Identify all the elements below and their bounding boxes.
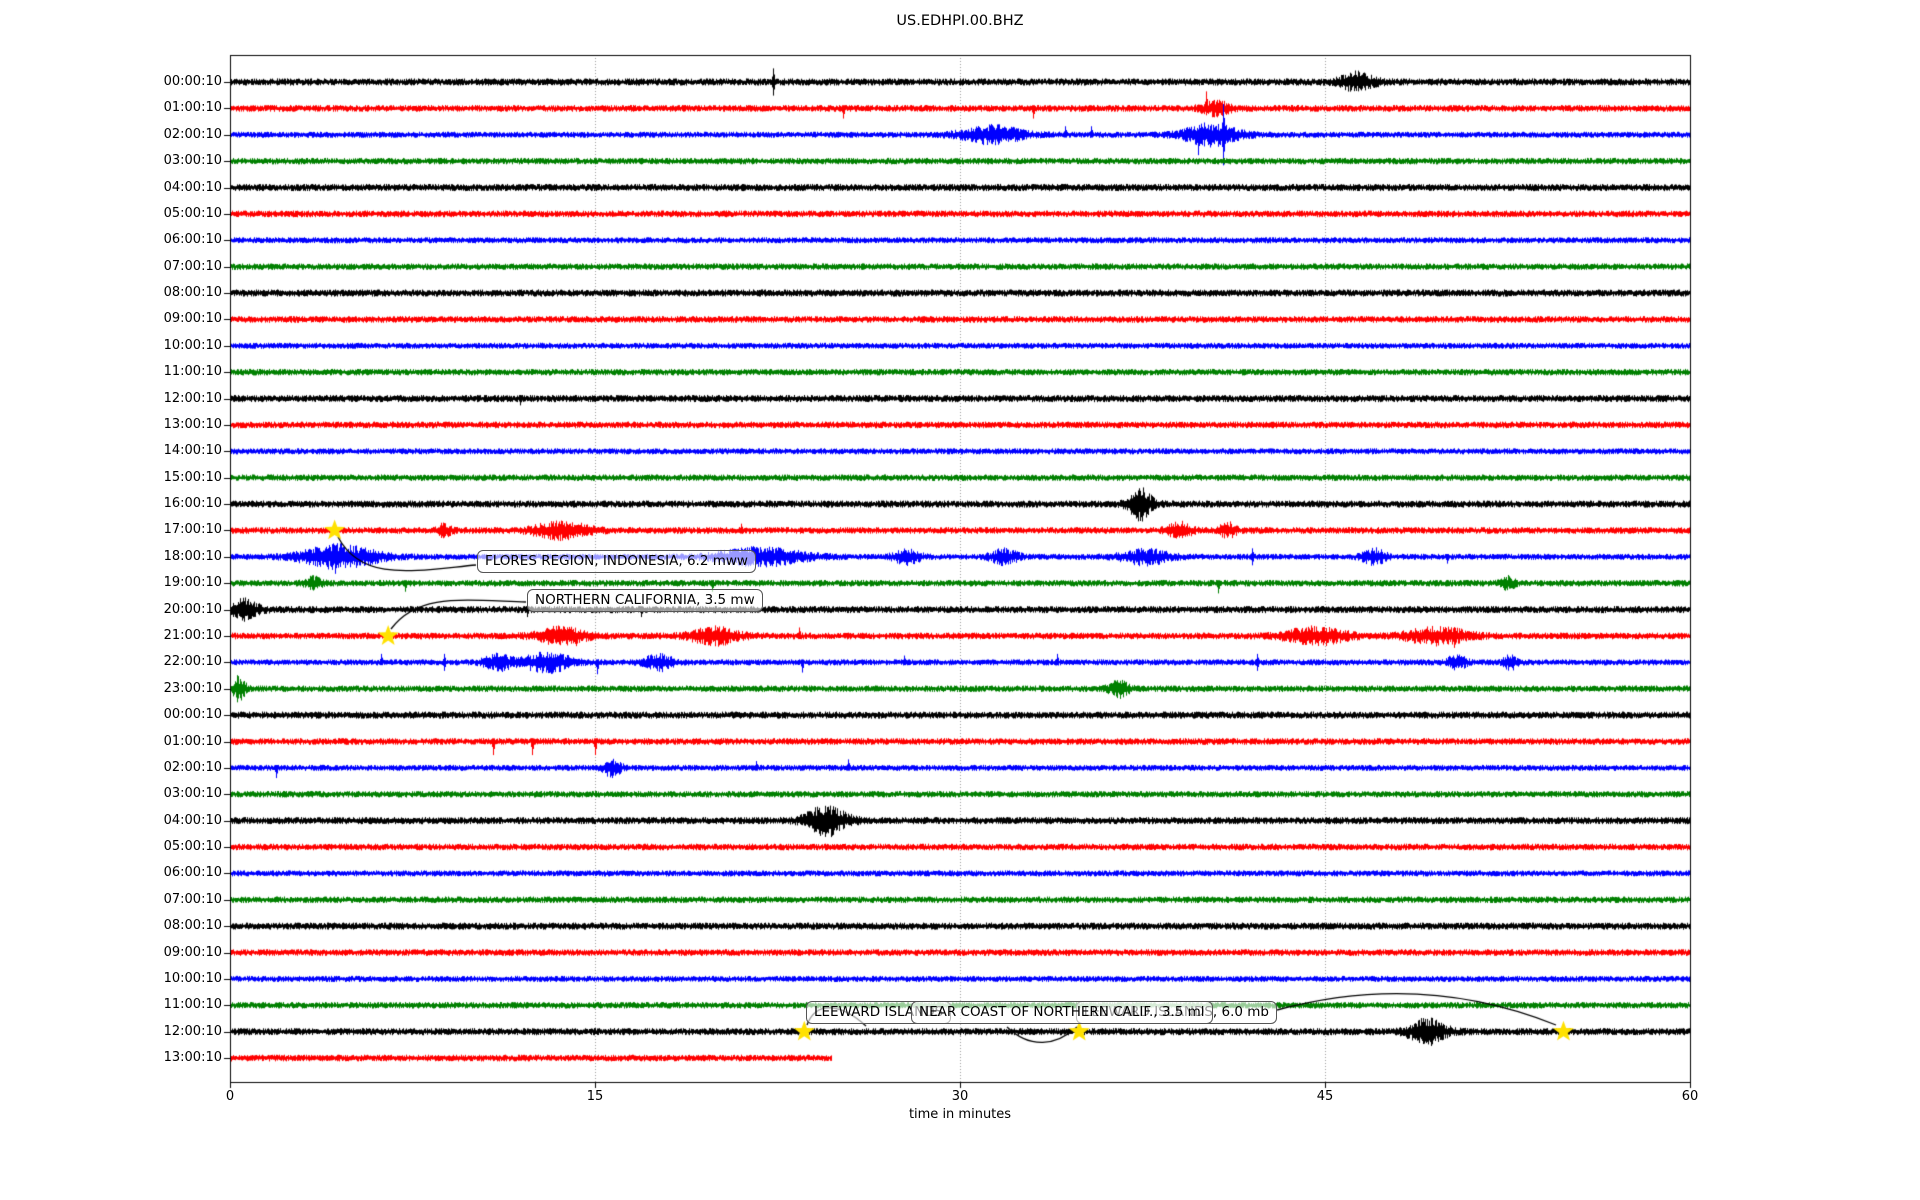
y-tick-label: 09:00:10 xyxy=(163,311,222,327)
y-tick-label: 10:00:10 xyxy=(163,337,222,353)
y-tick-label: 07:00:10 xyxy=(163,258,222,274)
y-tick-label: 08:00:10 xyxy=(163,918,222,934)
y-tick-label: 05:00:10 xyxy=(163,205,222,221)
y-tick-label: 13:00:10 xyxy=(163,1050,222,1066)
y-tick-label: 04:00:10 xyxy=(163,812,222,828)
x-tick-label: 30 xyxy=(951,1089,969,1104)
event-label-near-coast-northern-calif: NEAR COAST OF NORTHERN CALIF., 3.5 ml xyxy=(911,1001,1213,1024)
y-tick-label: 10:00:10 xyxy=(163,970,222,986)
y-tick-label: 02:00:10 xyxy=(163,126,222,142)
event-label-flores-region: FLORES REGION, INDONESIA, 6.2 mww xyxy=(477,550,756,573)
y-tick-label: 16:00:10 xyxy=(163,496,222,512)
x-tick-label: 60 xyxy=(1681,1089,1699,1104)
y-tick-label: 20:00:10 xyxy=(163,601,222,617)
y-tick-label: 03:00:10 xyxy=(163,786,222,802)
y-tick-label: 03:00:10 xyxy=(163,153,222,169)
y-tick-label: 01:00:10 xyxy=(163,733,222,749)
y-tick-label: 19:00:10 xyxy=(163,575,222,591)
event-label-northern-california: NORTHERN CALIFORNIA, 3.5 mw xyxy=(527,589,763,612)
y-tick-label: 00:00:10 xyxy=(163,707,222,723)
chart-title: US.EDHPI.00.BHZ xyxy=(896,13,1024,29)
y-tick-label: 22:00:10 xyxy=(163,654,222,670)
y-tick-label: 00:00:10 xyxy=(163,74,222,89)
y-tick-label: 11:00:10 xyxy=(163,997,222,1013)
y-tick-label: 09:00:10 xyxy=(163,944,222,960)
x-tick-label: 45 xyxy=(1316,1089,1334,1104)
x-tick-label: 15 xyxy=(586,1089,604,1104)
y-tick-label: 04:00:10 xyxy=(163,179,222,195)
y-tick-label: 07:00:10 xyxy=(163,891,222,907)
y-tick-label: 06:00:10 xyxy=(163,865,222,881)
x-axis-title: time in minutes xyxy=(908,1107,1012,1122)
y-tick-label: 11:00:10 xyxy=(163,364,222,380)
y-tick-label: 08:00:10 xyxy=(163,285,222,301)
y-tick-label: 02:00:10 xyxy=(163,759,222,775)
y-tick-label: 05:00:10 xyxy=(163,839,222,855)
y-tick-label: 06:00:10 xyxy=(163,232,222,248)
y-tick-label: 15:00:10 xyxy=(163,469,222,485)
y-tick-label: 01:00:10 xyxy=(163,100,222,116)
y-tick-label: 13:00:10 xyxy=(163,416,222,432)
y-tick-label: 21:00:10 xyxy=(163,627,222,643)
y-tick-label: 12:00:10 xyxy=(163,1023,222,1039)
y-tick-label: 18:00:10 xyxy=(163,548,222,564)
y-tick-label: 14:00:10 xyxy=(163,443,222,459)
y-tick-label: 17:00:10 xyxy=(163,522,222,538)
y-tick-label: 12:00:10 xyxy=(163,390,222,406)
x-tick-label: 0 xyxy=(225,1089,235,1104)
y-tick-label: 23:00:10 xyxy=(163,680,222,696)
